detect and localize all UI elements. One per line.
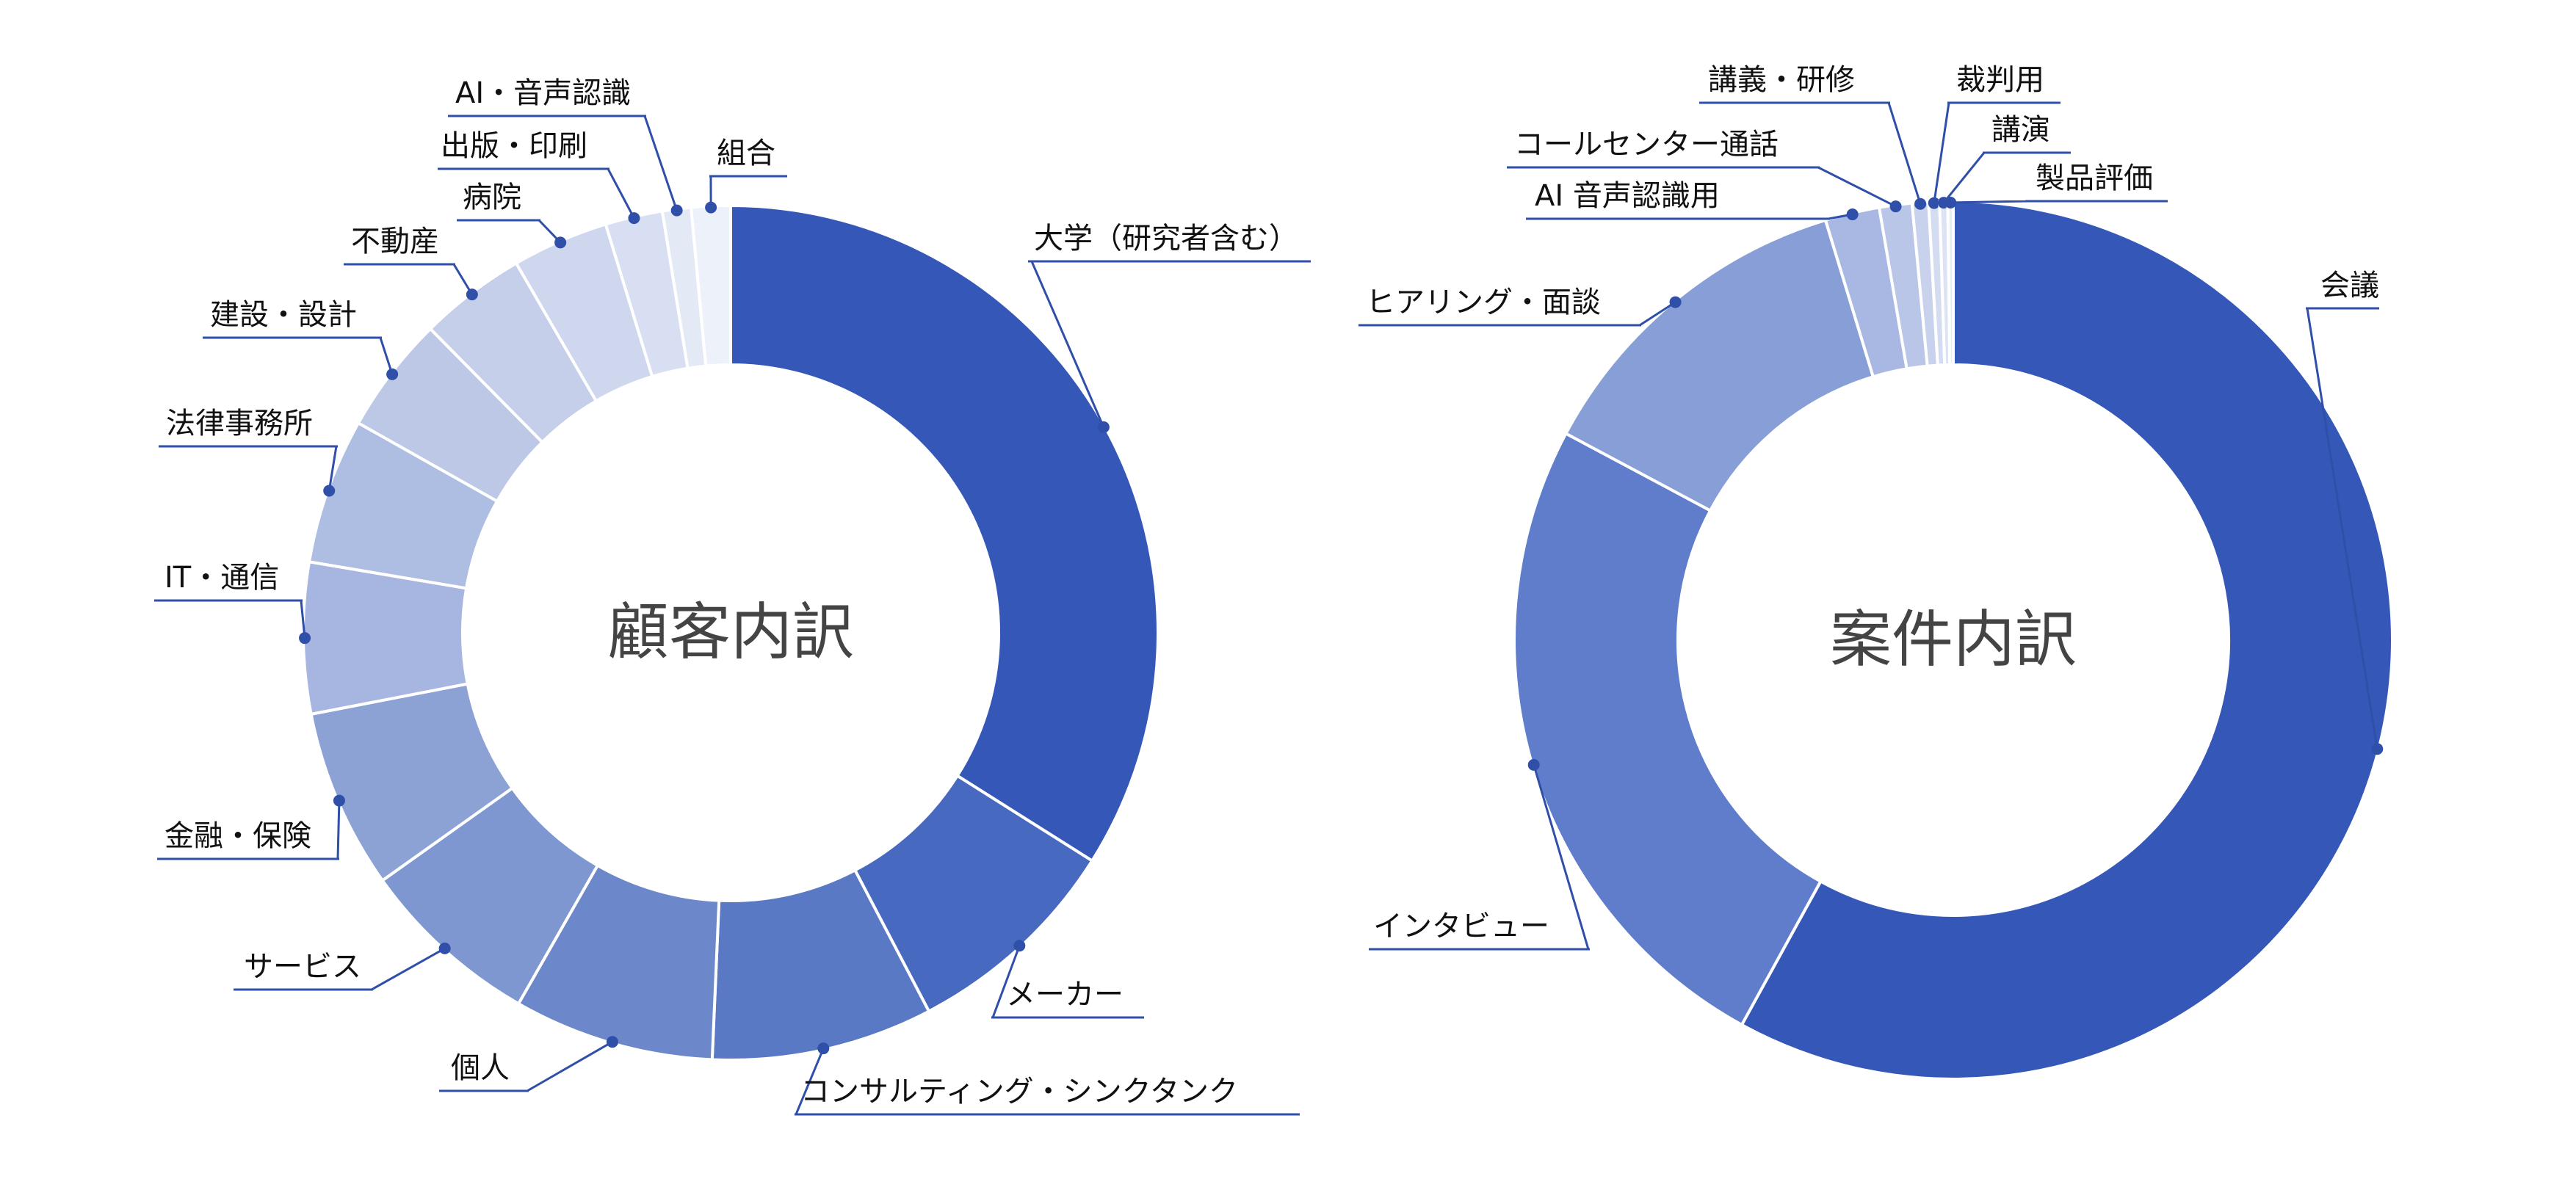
slice-label: インタビュー: [1373, 910, 1549, 943]
callout-dot: [2371, 743, 2384, 755]
callout-line: [1942, 151, 2071, 204]
callout-dot: [1928, 197, 1940, 209]
callout-line: [1526, 213, 1853, 220]
callout-line: [439, 1040, 613, 1092]
callout-dot: [606, 1036, 618, 1048]
slice-label: コンサルティング・シンクタンク: [800, 1075, 1238, 1109]
slice-label: 裁判用: [1956, 63, 2044, 97]
slice-project-2: [1563, 218, 1875, 513]
slice-customer-0: [729, 203, 1159, 863]
callout-line: [438, 167, 635, 219]
callout-dot: [323, 485, 336, 497]
callout-line: [1933, 101, 2061, 203]
callout-line: [1699, 101, 1922, 205]
slice-label: 法律事務所: [166, 407, 313, 440]
slice-label: 講演: [1991, 113, 2050, 147]
slice-customer-13: [689, 203, 732, 368]
callout-line: [1028, 260, 1311, 428]
callout-dot: [333, 794, 345, 807]
slice-label: サービス: [244, 950, 361, 984]
callout-line: [1950, 200, 2168, 204]
callout-dot: [1013, 940, 1026, 952]
slice-label: 病院: [463, 181, 521, 214]
chart-title: 案件内訳: [1830, 603, 2077, 675]
callout-dot: [817, 1042, 830, 1055]
callout-dot: [299, 632, 311, 645]
callout-line: [234, 947, 446, 991]
slice-label: 会議: [2320, 269, 2379, 302]
callout-line: [154, 599, 306, 639]
slice-label: AI 音声認識用: [1535, 179, 1720, 213]
callout-line: [203, 336, 394, 375]
slice-label: 建設・設計: [210, 298, 357, 332]
callout-dot: [386, 368, 399, 380]
slice-label: 講義・研修: [1708, 63, 1855, 97]
callout-dot: [438, 942, 451, 954]
slice-project-0: [1740, 199, 2394, 1081]
callout-dot: [1889, 200, 1902, 213]
chart-title: 顧客内訳: [607, 596, 854, 668]
callout-line: [157, 800, 341, 860]
callout-dot: [554, 236, 567, 249]
callout-dot: [1669, 296, 1682, 308]
callout-line: [1369, 764, 1591, 951]
callout-line: [2306, 307, 2379, 750]
slice-label: 不動産: [351, 225, 439, 258]
callout-dot: [670, 204, 683, 217]
slice-project-1: [1513, 431, 1823, 1027]
slice-label: 出版・印刷: [441, 129, 587, 163]
callout-line: [448, 115, 679, 211]
callout-dot: [1097, 421, 1110, 433]
callout-dot: [1914, 197, 1927, 210]
callout-dot: [1527, 758, 1540, 771]
callout-dot: [705, 201, 717, 214]
slice-label: 金融・保険: [164, 819, 311, 853]
slice-label: メーカー: [1006, 978, 1124, 1012]
callout-dot: [466, 289, 478, 301]
callout-line: [991, 945, 1144, 1019]
callout-dot: [628, 212, 640, 225]
slice-label: 製品評価: [2036, 162, 2153, 195]
callout-line: [709, 175, 787, 208]
slice-label: IT・通信: [164, 561, 279, 595]
callout-dot: [1944, 197, 1957, 209]
callout-line: [457, 219, 562, 244]
callout-line: [159, 445, 338, 491]
callout-line: [344, 263, 474, 295]
slice-label: AI・音声認識: [455, 76, 631, 110]
slice-project-8: [1946, 199, 1955, 367]
slice-label: ヒアリング・面談: [1366, 286, 1601, 319]
callout-line: [1358, 301, 1676, 327]
slice-label: 個人: [451, 1051, 510, 1085]
callout-line: [795, 1048, 1300, 1116]
slice-label: 組合: [717, 137, 775, 170]
slice-label: 大学（研究者含む）: [1034, 222, 1298, 255]
slice-label: コールセンター通話: [1514, 128, 1779, 162]
callout-line: [1507, 166, 1897, 208]
callout-dot: [1846, 208, 1859, 221]
